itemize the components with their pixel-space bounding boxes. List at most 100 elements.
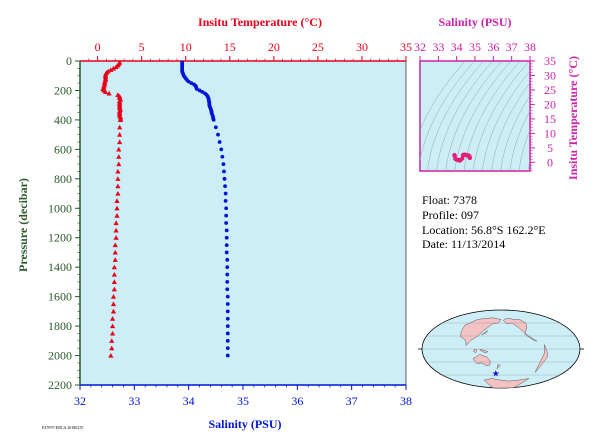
- float-location-marker: ★: [492, 370, 500, 380]
- pressure-tick-label: 1400: [48, 260, 72, 274]
- map-land: [472, 353, 491, 366]
- salinity-point: [223, 184, 227, 189]
- ts-salinity-tick-label: 32: [414, 40, 426, 54]
- salinity-point: [220, 154, 225, 159]
- salinity-point: [216, 132, 220, 137]
- temperature-point: [108, 352, 114, 358]
- temperature-point: [111, 286, 117, 292]
- pressure-tick-label: 200: [54, 83, 72, 97]
- temperature-tick-label: 35: [400, 40, 412, 54]
- temperature-point: [117, 117, 124, 122]
- temperature-point: [116, 161, 122, 167]
- density-contour: [482, 70, 530, 171]
- density-contour: [454, 61, 512, 171]
- salinity-point: [225, 272, 230, 277]
- temperature-point: [115, 183, 121, 189]
- salinity-point: [225, 346, 230, 351]
- temperature-point: [110, 301, 117, 307]
- density-contour: [420, 61, 475, 162]
- salinity-point: [222, 176, 227, 181]
- ts-temperature-axis-title: Insitu Temperature (°C): [566, 56, 580, 180]
- temperature-point: [111, 279, 117, 284]
- temperature-point: [106, 90, 112, 96]
- temperature-tick-label: 0: [95, 40, 101, 54]
- temperature-point: [109, 345, 115, 351]
- salinity-point: [223, 191, 228, 196]
- float-label: Float: 7378: [422, 193, 478, 207]
- ts-diagram: 32 33 34 35 36 37 38 Salinity (PSU) 051015202530…: [414, 15, 580, 180]
- pressure-tick-label: 0: [66, 54, 72, 68]
- temperature-point: [117, 139, 123, 145]
- density-contour: [463, 61, 521, 171]
- density-contour: [509, 110, 530, 171]
- ts-temperature-tick-label: 30: [544, 68, 556, 82]
- salinity-point: [224, 206, 229, 211]
- temperature-point: [110, 308, 117, 314]
- map-land-group: [422, 317, 580, 388]
- temperature-point: [112, 249, 118, 255]
- temperature-point: [113, 220, 119, 226]
- pressure-tick-label: 2000: [48, 349, 72, 363]
- density-contour: [420, 61, 466, 131]
- map-land: [481, 330, 488, 335]
- temperature-point: [110, 294, 117, 299]
- salinity-point: [225, 353, 230, 358]
- pressure-axis-title: Pressure (decibar): [16, 178, 30, 272]
- pressure-tick-label: 2200: [48, 378, 72, 392]
- density-contour: [500, 95, 530, 171]
- salinity-tick-label: 34: [183, 394, 195, 408]
- salinity-point: [225, 331, 230, 336]
- ts-temperature-tick-label: 25: [544, 83, 556, 97]
- salinity-point: [225, 294, 230, 299]
- temperature-tick-label: 20: [268, 40, 280, 54]
- temperature-point: [110, 316, 116, 321]
- salinity-point: [223, 199, 228, 203]
- temperature-point: [117, 124, 123, 130]
- salinity-point: [225, 316, 230, 321]
- temperature-point: [111, 264, 117, 270]
- temperature-point: [110, 323, 116, 329]
- ts-temperature-tick-label: 10: [544, 126, 556, 140]
- temperature-tick-label: 15: [224, 40, 236, 54]
- map-land: [503, 318, 538, 342]
- salinity-point: [225, 309, 230, 314]
- profile-plot: 0 5 10 15 20 25 30 35 Insitu Temperature (°C) 32 3…: [16, 15, 412, 431]
- salinity-axis-title: Salinity (PSU): [208, 417, 281, 431]
- salinity-tick-label: 32: [74, 394, 86, 408]
- map-land: [479, 349, 489, 354]
- salinity-point: [217, 140, 222, 144]
- pressure-tick-label: 1200: [48, 231, 72, 245]
- ts-point: [467, 155, 473, 161]
- map-land: [483, 378, 530, 388]
- salinity-point: [225, 265, 230, 270]
- temperature-point: [110, 65, 117, 71]
- temperature-tick-label: 5: [139, 40, 145, 54]
- salinity-point: [221, 162, 226, 166]
- salinity-tick-label: 36: [291, 394, 303, 408]
- date-label: Date: 11/13/2014: [422, 237, 506, 251]
- salinity-point: [225, 257, 230, 262]
- ts-temperature-tick-label: 0: [547, 155, 553, 169]
- profile-label: Profile: 097: [422, 208, 479, 222]
- map-land: [473, 348, 478, 353]
- temperature-point: [102, 89, 109, 95]
- salinity-point: [219, 147, 224, 152]
- salinity-point: [224, 235, 229, 240]
- salinity-point: [224, 250, 229, 255]
- ts-temperature-tick-label: 20: [544, 97, 556, 111]
- temperature-point: [110, 330, 116, 336]
- salinity-point: [211, 118, 216, 122]
- pressure-tick-label: 800: [54, 172, 72, 186]
- salinity-point: [224, 221, 229, 225]
- footer-code: P47F97-EBCA 20180270: [42, 425, 84, 430]
- temperature-point: [116, 146, 122, 152]
- ts-temperature-tick-label: 5: [547, 141, 553, 155]
- ts-plot-area: [419, 60, 531, 172]
- ts-temperature-tick-label: 35: [544, 54, 556, 68]
- salinity-tick-label: 38: [400, 394, 412, 408]
- salinity-point: [224, 243, 229, 247]
- density-contour: [491, 82, 530, 171]
- temperature-point: [113, 227, 119, 233]
- temperature-point: [116, 154, 122, 159]
